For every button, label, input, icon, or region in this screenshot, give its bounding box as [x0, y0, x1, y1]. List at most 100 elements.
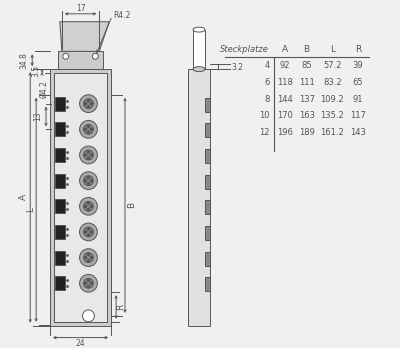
Circle shape [80, 249, 97, 267]
Text: 57.2: 57.2 [323, 61, 342, 70]
Circle shape [80, 172, 97, 190]
Circle shape [84, 128, 86, 130]
Circle shape [84, 99, 93, 109]
Text: A: A [282, 45, 288, 54]
Text: 117: 117 [350, 111, 366, 120]
Text: B: B [304, 45, 310, 54]
Circle shape [82, 310, 94, 322]
Circle shape [88, 285, 90, 287]
Text: 143: 143 [350, 128, 366, 137]
Circle shape [90, 103, 92, 105]
Text: 39: 39 [353, 61, 363, 70]
Text: 24: 24 [76, 339, 85, 348]
Circle shape [84, 201, 93, 211]
Circle shape [84, 154, 86, 156]
Circle shape [84, 282, 86, 284]
Circle shape [84, 256, 86, 259]
Circle shape [90, 154, 92, 156]
Circle shape [88, 151, 90, 153]
Ellipse shape [193, 66, 205, 72]
Bar [205, 277, 210, 291]
Text: 137: 137 [299, 95, 315, 104]
Circle shape [88, 183, 90, 184]
Text: Ø4.2: Ø4.2 [39, 80, 48, 98]
Circle shape [90, 282, 92, 284]
Text: R: R [355, 45, 361, 54]
Bar [188, 69, 210, 326]
Circle shape [84, 278, 93, 288]
Text: R: R [116, 304, 126, 310]
Bar [55, 122, 65, 136]
Bar [193, 30, 205, 69]
Bar [54, 73, 107, 322]
Circle shape [84, 176, 93, 185]
Text: A: A [19, 194, 28, 200]
Circle shape [88, 177, 90, 179]
Bar [55, 174, 65, 188]
Polygon shape [60, 22, 109, 51]
Text: 135.2: 135.2 [320, 111, 344, 120]
Text: 3.5: 3.5 [32, 65, 41, 77]
Bar [55, 148, 65, 162]
Circle shape [88, 157, 90, 159]
Text: 34.8: 34.8 [20, 52, 29, 69]
Circle shape [80, 197, 97, 215]
Text: 144: 144 [277, 95, 293, 104]
Bar [55, 276, 65, 290]
Circle shape [90, 180, 92, 182]
Circle shape [84, 205, 86, 207]
Bar [55, 199, 65, 213]
Text: L: L [330, 45, 335, 54]
Text: 4: 4 [265, 61, 270, 70]
Circle shape [88, 202, 90, 204]
Bar [50, 69, 111, 326]
Bar [205, 226, 210, 240]
Circle shape [84, 103, 86, 105]
Circle shape [84, 227, 93, 237]
Text: 12: 12 [260, 128, 270, 137]
Bar [58, 51, 103, 69]
Text: 161.2: 161.2 [320, 128, 344, 137]
Text: 111: 111 [299, 78, 314, 87]
Circle shape [88, 254, 90, 256]
Text: L: L [26, 207, 35, 212]
Text: 196: 196 [277, 128, 293, 137]
Text: 10: 10 [260, 111, 270, 120]
Circle shape [88, 100, 90, 102]
Circle shape [88, 208, 90, 210]
Text: 92: 92 [280, 61, 290, 70]
Bar [205, 175, 210, 189]
Circle shape [84, 253, 93, 262]
Text: R4.2: R4.2 [113, 11, 130, 20]
Circle shape [90, 205, 92, 207]
Text: 118: 118 [277, 78, 293, 87]
Text: Steckplatze: Steckplatze [220, 45, 269, 54]
Circle shape [88, 125, 90, 127]
Text: 13: 13 [34, 112, 43, 121]
Circle shape [88, 234, 90, 236]
Bar [205, 124, 210, 137]
Bar [55, 225, 65, 239]
Bar [205, 200, 210, 214]
Circle shape [88, 131, 90, 133]
Bar [205, 149, 210, 163]
Bar [55, 97, 65, 111]
Circle shape [63, 53, 69, 59]
Text: 85: 85 [301, 61, 312, 70]
Circle shape [80, 146, 97, 164]
Text: 17: 17 [76, 5, 85, 13]
Text: 91: 91 [353, 95, 363, 104]
Text: 109.2: 109.2 [320, 95, 344, 104]
Circle shape [88, 260, 90, 262]
Bar [205, 98, 210, 112]
Circle shape [92, 53, 98, 59]
Circle shape [90, 256, 92, 259]
Text: 65: 65 [353, 78, 363, 87]
Circle shape [84, 125, 93, 134]
Text: B: B [127, 202, 136, 208]
Text: 189: 189 [299, 128, 314, 137]
Text: 83.2: 83.2 [323, 78, 342, 87]
Circle shape [80, 275, 97, 292]
Circle shape [84, 180, 86, 182]
Text: 163: 163 [299, 111, 315, 120]
